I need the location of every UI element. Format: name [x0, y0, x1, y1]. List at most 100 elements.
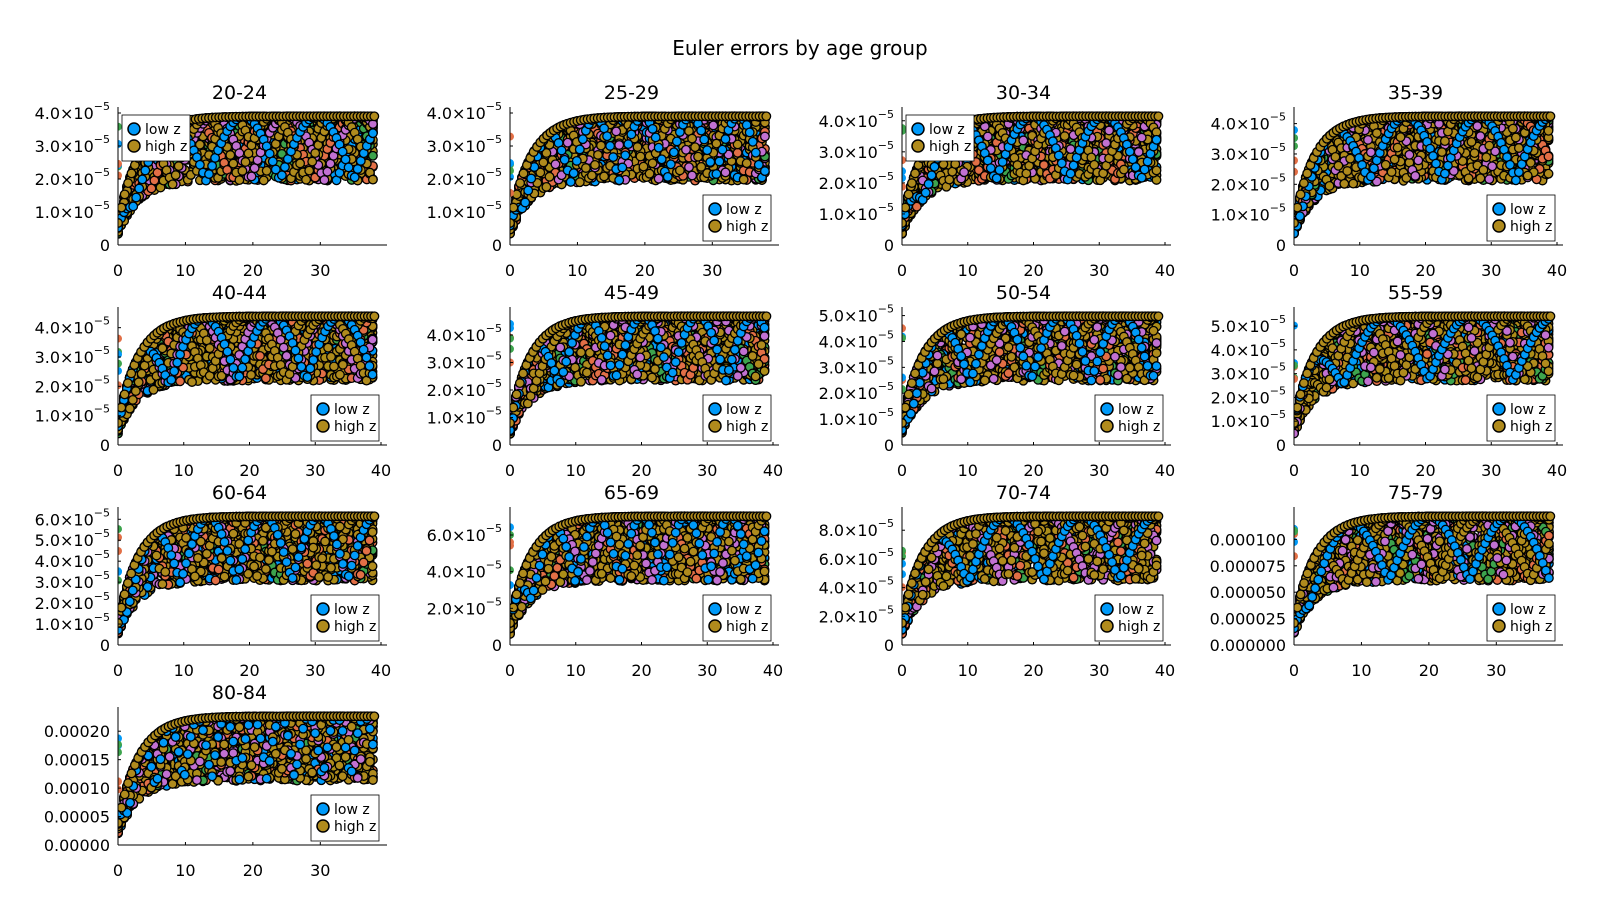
- data-point: [668, 147, 679, 158]
- data-point: [608, 152, 619, 163]
- data-point: [705, 157, 716, 167]
- data-point: [562, 137, 573, 148]
- x-tick-label: 10: [567, 261, 587, 280]
- x-tick-label: 20: [635, 261, 655, 280]
- y-tick-label: 3.0×10−5: [427, 133, 502, 156]
- data-point: [170, 170, 181, 181]
- data-point: [599, 171, 610, 182]
- x-tick-label: 20: [243, 261, 263, 280]
- data-point: [644, 168, 655, 179]
- data-point: [131, 192, 142, 203]
- data-point: [556, 145, 567, 156]
- data-point: [714, 156, 725, 167]
- data-point: [732, 147, 743, 158]
- data-point: [720, 167, 731, 178]
- data-point: [590, 159, 600, 170]
- subplot-title: 30-34: [996, 82, 1051, 104]
- data-point: [118, 159, 122, 168]
- data-point: [134, 183, 145, 194]
- data-point: [693, 151, 704, 162]
- legend-label: high z: [145, 139, 187, 155]
- data-point: [681, 144, 691, 155]
- data-point: [574, 177, 585, 188]
- data-point: [352, 164, 363, 174]
- y-tick-label: 2.0×10−5: [427, 166, 502, 189]
- data-point: [565, 176, 576, 187]
- data-point: [620, 150, 631, 161]
- data-point: [671, 136, 682, 147]
- data-point: [267, 156, 278, 167]
- legend-marker: [708, 202, 722, 216]
- data-point: [550, 159, 561, 170]
- data-point: [750, 147, 761, 158]
- data-point: [580, 163, 591, 173]
- x-tick-label: 0: [113, 261, 123, 280]
- data-point: [696, 125, 707, 136]
- data-point: [568, 168, 579, 179]
- data-point: [310, 148, 321, 159]
- data-point: [717, 144, 728, 155]
- data-point: [301, 174, 312, 185]
- data-point: [367, 128, 378, 139]
- data-point: [711, 169, 722, 179]
- data-point: [118, 218, 123, 228]
- data-point: [126, 168, 137, 179]
- y-tick-label: 0: [492, 236, 502, 255]
- data-point: [761, 111, 772, 122]
- data-point: [123, 178, 134, 189]
- data-point: [204, 169, 214, 180]
- subplot-30-34: 30-340 10 20 30 4001.0×10−52.0×10−53.0×10−54…: [819, 82, 1176, 280]
- data-point: [173, 161, 184, 172]
- data-point: [614, 175, 625, 186]
- data-point: [367, 174, 378, 185]
- data-point: [690, 142, 701, 153]
- data-point: [276, 170, 287, 181]
- data-point: [653, 142, 664, 153]
- data-point: [650, 132, 661, 143]
- x-tick-label: 30: [702, 261, 722, 280]
- data-point: [611, 126, 622, 137]
- legend-marker: [708, 219, 722, 233]
- data-point: [702, 145, 713, 156]
- data-point: [167, 179, 178, 190]
- data-point: [687, 170, 698, 181]
- x-tick-label: 0: [505, 261, 515, 280]
- data-point: [526, 173, 537, 184]
- data-point: [237, 165, 248, 176]
- data-point: [596, 140, 606, 151]
- data-point: [137, 174, 148, 185]
- data-point: [518, 168, 529, 179]
- y-tick-label: 0: [100, 236, 110, 255]
- y-tick-label: 3.0×10−5: [35, 133, 110, 156]
- x-tick-label: 10: [175, 261, 195, 280]
- data-point: [118, 202, 127, 213]
- data-point: [246, 171, 257, 182]
- subplot-title: 25-29: [604, 82, 659, 104]
- data-point: [240, 157, 251, 167]
- data-point: [307, 156, 318, 167]
- data-point: [520, 197, 531, 208]
- data-point: [322, 166, 333, 177]
- data-point: [647, 123, 658, 134]
- subplot-25-29: 25-290 10 20 3001.0×10−52.0×10−53.0×10−54.0…: [427, 82, 779, 280]
- data-point: [602, 131, 613, 142]
- data-point: [559, 154, 570, 165]
- data-point: [119, 189, 130, 200]
- data-point: [656, 154, 667, 165]
- data-point: [249, 163, 260, 174]
- data-point: [261, 165, 272, 176]
- data-point: [747, 136, 758, 147]
- data-point: [258, 175, 269, 186]
- y-tick-label: 1.0×10−5: [427, 199, 502, 222]
- data-point: [523, 185, 534, 196]
- y-tick-label: 2.0×10−5: [35, 166, 110, 189]
- data-point: [369, 111, 380, 122]
- data-point: [741, 158, 752, 169]
- data-point: [234, 175, 245, 186]
- data-point: [665, 159, 676, 170]
- data-point: [574, 144, 585, 155]
- data-point: [614, 140, 625, 150]
- data-point: [243, 148, 254, 159]
